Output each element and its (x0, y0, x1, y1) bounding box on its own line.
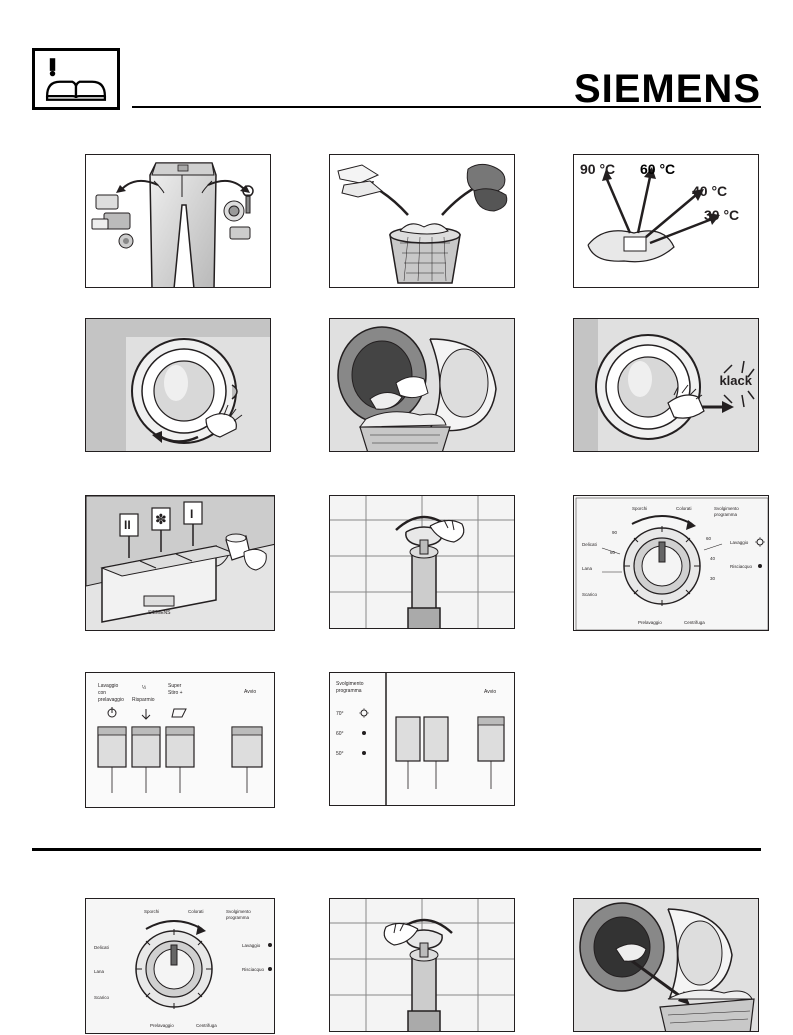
step-open-door (85, 318, 271, 452)
drawer-brand: SIEMENS (148, 610, 171, 616)
svg-text:Scarico: Scarico (582, 592, 598, 597)
temp-30: 30 °C (704, 207, 739, 223)
svg-text:programma: programma (336, 688, 362, 694)
step-open-tap (329, 495, 515, 629)
step-close-tap (329, 898, 515, 1032)
step-add-detergent: SIEMENS II ✽ I (85, 495, 275, 631)
svg-text:Avvio: Avvio (484, 689, 496, 695)
svg-text:II: II (124, 518, 131, 532)
svg-text:programma: programma (714, 512, 738, 517)
svg-text:Sporchi: Sporchi (144, 909, 159, 914)
step-start-program: Svolgimento programma 70° 60° 50° Avvio (329, 672, 515, 806)
svg-text:programma: programma (226, 915, 250, 920)
svg-text:60: 60 (706, 536, 712, 541)
step-check-care-label: 90 °C 60 °C 40 °C 30 °C (573, 154, 759, 288)
svg-text:Super: Super (168, 683, 182, 689)
svg-text:Colorati: Colorati (188, 909, 204, 914)
svg-text:✽: ✽ (155, 511, 167, 527)
brand-logo: SIEMENS (574, 67, 761, 112)
step-select-options: Lavaggio con prelavaggio ½ Risparmio Sup… (85, 672, 275, 808)
svg-text:70°: 70° (336, 711, 344, 717)
svg-text:Centrifuga: Centrifuga (684, 620, 705, 625)
temp-90: 90 °C (580, 161, 615, 177)
svg-text:Svolgimento: Svolgimento (226, 909, 251, 914)
svg-text:Prelavaggio: Prelavaggio (638, 620, 662, 625)
step-sort-laundry (329, 154, 515, 288)
svg-text:50°: 50° (336, 751, 344, 757)
svg-text:Centrifuga: Centrifuga (196, 1023, 217, 1028)
section-divider (32, 848, 761, 851)
svg-text:Avvio: Avvio (244, 689, 256, 695)
temp-40: 40 °C (692, 183, 727, 199)
svg-text:Scarico: Scarico (94, 995, 110, 1000)
svg-text:Stiro +: Stiro + (168, 690, 183, 696)
klack-sound-label: klack (719, 373, 752, 388)
step-remove-laundry (573, 898, 759, 1032)
svg-text:Delicati: Delicati (582, 542, 597, 547)
svg-text:Prelavaggio: Prelavaggio (150, 1023, 174, 1028)
svg-text:Risciacquo: Risciacquo (242, 967, 265, 972)
svg-text:Risciacquo: Risciacquo (730, 564, 753, 569)
svg-text:Svolgimento: Svolgimento (336, 681, 364, 687)
svg-text:Sporchi: Sporchi (632, 506, 647, 511)
svg-text:Svolgimento: Svolgimento (714, 506, 739, 511)
header: SIEMENS (32, 48, 761, 114)
step-select-program: Sporchi Colorati Svolgimento programma D… (573, 495, 769, 631)
svg-text:I: I (190, 507, 193, 521)
svg-text:Colorati: Colorati (676, 506, 692, 511)
svg-text:Lavaggio: Lavaggio (730, 540, 749, 545)
svg-text:Lavaggio: Lavaggio (242, 943, 261, 948)
step-load-laundry (329, 318, 515, 452)
svg-text:Lavaggio: Lavaggio (98, 683, 119, 689)
svg-text:Risparmio: Risparmio (132, 697, 155, 703)
svg-text:Lana: Lana (94, 969, 105, 974)
manual-icon (32, 48, 120, 110)
svg-text:30: 30 (710, 576, 716, 581)
svg-text:con: con (98, 690, 106, 696)
svg-text:60°: 60° (336, 731, 344, 737)
svg-text:40: 40 (710, 556, 716, 561)
temp-60: 60 °C (640, 161, 675, 177)
step-empty-pockets (85, 154, 271, 288)
step-program-off: Sporchi Colorati Svolgimento programma D… (85, 898, 275, 1034)
step-close-door: klack (573, 318, 759, 452)
svg-text:90: 90 (612, 530, 618, 535)
svg-text:Lana: Lana (582, 566, 593, 571)
svg-text:prelavaggio: prelavaggio (98, 697, 124, 703)
svg-text:Delicati: Delicati (94, 945, 109, 950)
